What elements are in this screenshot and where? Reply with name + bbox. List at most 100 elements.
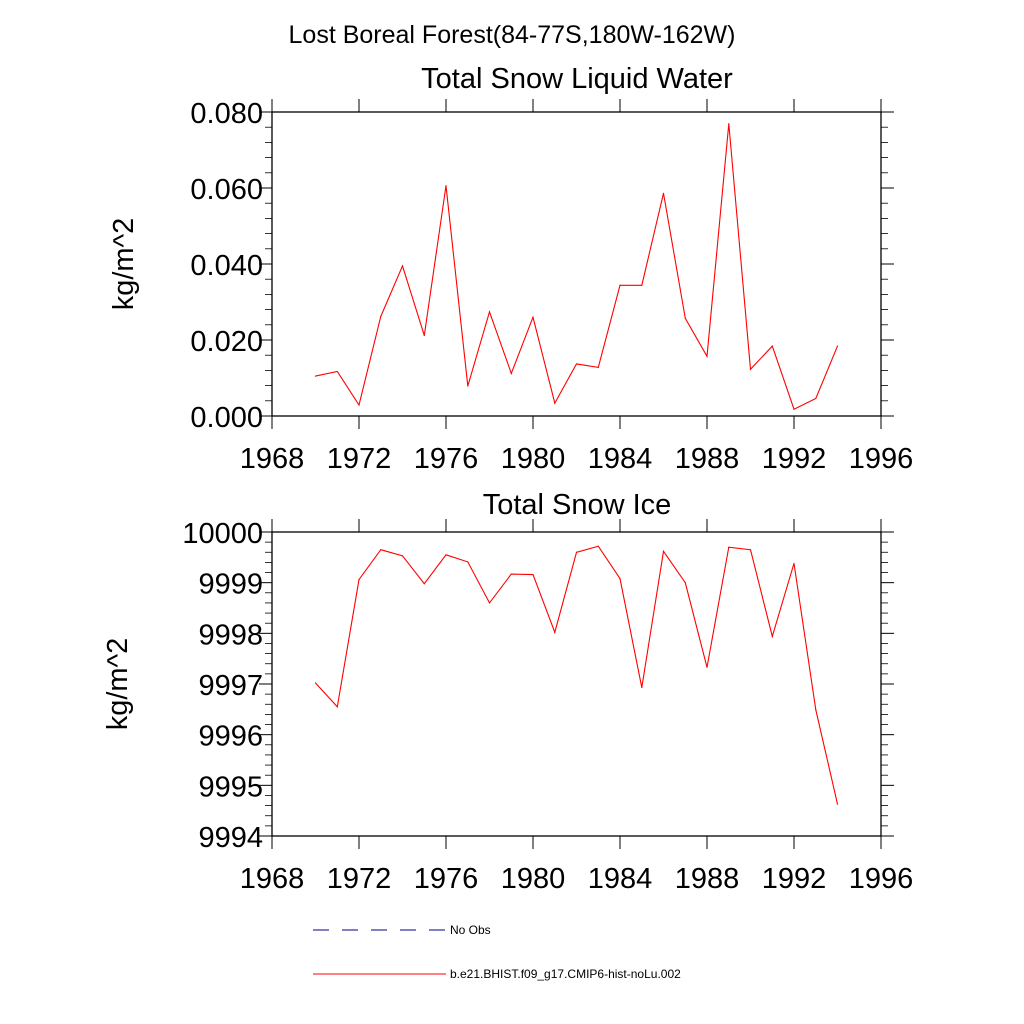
- data-point: [575, 363, 578, 365]
- data-point: [467, 385, 469, 387]
- x-tick-label: 1980: [501, 443, 566, 475]
- y-tick-label: 10000: [182, 518, 263, 550]
- data-point: [619, 578, 621, 580]
- data-point: [684, 582, 686, 584]
- y-tick-label: 0.040: [190, 250, 263, 282]
- x-tick-label: 1976: [414, 863, 479, 895]
- y-tick-labels: 0.000 0.020 0.040 0.060 0.080: [190, 98, 263, 434]
- plot-frame: [271, 111, 882, 417]
- data-point: [554, 631, 556, 633]
- data-point: [728, 123, 730, 125]
- data-point: [423, 334, 425, 337]
- data-point: [662, 550, 665, 552]
- series-line: [315, 545, 839, 805]
- data-point: [554, 402, 556, 404]
- data-point: [706, 355, 708, 357]
- data-point: [467, 561, 469, 563]
- x-tick-label: 1988: [675, 863, 740, 895]
- y-tick-label: 9999: [198, 569, 263, 601]
- data-point: [793, 562, 795, 565]
- y-tick-label: 0.020: [190, 326, 263, 358]
- data-point: [510, 573, 512, 575]
- data-point: [662, 192, 665, 194]
- figure-title: Lost Boreal Forest(84-77S,180W-162W): [289, 21, 736, 49]
- x-tick-labels: 1968 1972 1976 1980 1984 1988 1992 1996: [240, 443, 914, 475]
- data-point: [815, 709, 817, 711]
- x-tick-label: 1992: [762, 443, 827, 475]
- data-point: [684, 317, 686, 319]
- data-point: [314, 682, 317, 684]
- data-point: [793, 408, 795, 410]
- data-point: [401, 555, 404, 557]
- chart-snow-ice: Total Snow Ice kg/m^2 999499959996999799…: [102, 489, 913, 895]
- y-tick-label: 9996: [198, 721, 263, 753]
- y-tick-labels: 9994 9995 9996 9997 9998 9999 10000: [182, 518, 263, 854]
- data-point: [836, 345, 839, 347]
- x-tick-labels: 1968 1972 1976 1980 1984 1988 1992 1996: [240, 863, 914, 895]
- chart-title: Total Snow Ice: [483, 489, 672, 521]
- data-point: [619, 284, 621, 286]
- data-point: [641, 284, 643, 286]
- x-tick-label: 1968: [240, 443, 305, 475]
- data-point: [423, 583, 425, 585]
- y-tick-label: 0.060: [190, 174, 263, 206]
- data-point: [488, 311, 491, 313]
- x-tick-label: 1976: [414, 443, 479, 475]
- chart-snow-liquid-water: Total Snow Liquid Water kg/m^2 0.000 0.02…: [108, 63, 913, 475]
- data-point: [771, 345, 773, 347]
- x-tick-label: 1984: [588, 443, 653, 475]
- y-axis-label: kg/m^2: [108, 218, 140, 311]
- x-tick-label: 1968: [240, 863, 305, 895]
- y-tick-label: 0.080: [190, 98, 263, 130]
- series-lines: [314, 123, 839, 410]
- x-tick-label: 1972: [327, 443, 392, 475]
- data-point: [815, 397, 817, 400]
- x-tick-label: 1984: [588, 863, 653, 895]
- data-point: [336, 370, 338, 373]
- legend-label: b.e21.BHIST.f09_g17.CMIP6-hist-noLu.002: [450, 967, 681, 981]
- data-point: [314, 375, 317, 377]
- data-point: [358, 579, 360, 581]
- data-point: [380, 315, 382, 318]
- data-point: [445, 185, 447, 187]
- data-point: [575, 551, 578, 553]
- y-tick-label: 9998: [198, 619, 263, 651]
- data-point: [749, 368, 752, 370]
- y-tick-label: 9997: [198, 670, 263, 702]
- legend: No Obs b.e21.BHIST.f09_g17.CMIP6-hist-no…: [313, 923, 681, 981]
- x-tick-label: 1988: [675, 443, 740, 475]
- x-tick-label: 1996: [849, 863, 914, 895]
- y-axis-label: kg/m^2: [102, 638, 134, 731]
- data-point: [358, 404, 360, 406]
- data-point: [771, 635, 773, 637]
- legend-label: No Obs: [450, 923, 491, 937]
- x-tick-label: 1996: [849, 443, 914, 475]
- data-point: [445, 554, 447, 556]
- chart-title: Total Snow Liquid Water: [421, 63, 733, 95]
- data-point: [641, 686, 643, 689]
- series-lines: [314, 545, 839, 805]
- y-tick-label: 0.000: [190, 402, 263, 434]
- x-tick-label: 1992: [762, 863, 827, 895]
- axis-ticks: [259, 519, 894, 849]
- data-point: [706, 666, 708, 668]
- data-point: [836, 803, 839, 805]
- x-tick-label: 1980: [501, 863, 566, 895]
- data-point: [488, 602, 491, 604]
- data-point: [380, 549, 382, 551]
- axis-ticks: [259, 99, 894, 429]
- data-point: [597, 545, 599, 547]
- data-point: [336, 706, 338, 708]
- y-tick-label: 9995: [198, 771, 263, 803]
- data-point: [597, 366, 599, 368]
- data-point: [532, 573, 534, 576]
- data-point: [749, 549, 752, 551]
- data-point: [728, 546, 730, 548]
- x-tick-label: 1972: [327, 863, 392, 895]
- data-point: [532, 316, 534, 318]
- data-point: [401, 265, 404, 267]
- series-line: [315, 123, 839, 410]
- data-point: [510, 372, 512, 375]
- y-tick-label: 9994: [198, 822, 263, 854]
